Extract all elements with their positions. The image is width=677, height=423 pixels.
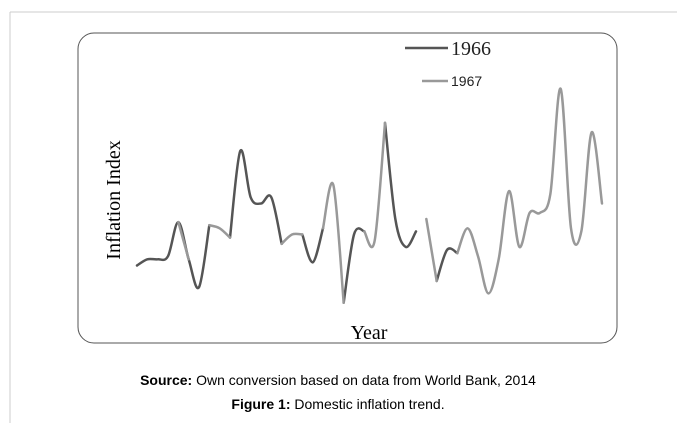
data-line xyxy=(135,121,459,304)
figure-caption: Figure 1: Domestic inflation trend. xyxy=(231,396,444,412)
y-axis-label: Inflation Index xyxy=(103,140,125,259)
plot-frame xyxy=(77,32,618,344)
source-label: Source: xyxy=(140,372,192,388)
legend-label: 1966 xyxy=(451,38,491,60)
x-axis-label: Year xyxy=(351,322,388,344)
data-line xyxy=(177,87,604,304)
figure-label: Figure 1: xyxy=(231,396,290,412)
legend-label: 1967 xyxy=(451,73,482,89)
source-text: Own conversion based on data from World … xyxy=(196,372,536,388)
source-caption: Source: Own conversion based on data fro… xyxy=(140,372,536,388)
figure-text: Domestic inflation trend. xyxy=(294,396,444,412)
